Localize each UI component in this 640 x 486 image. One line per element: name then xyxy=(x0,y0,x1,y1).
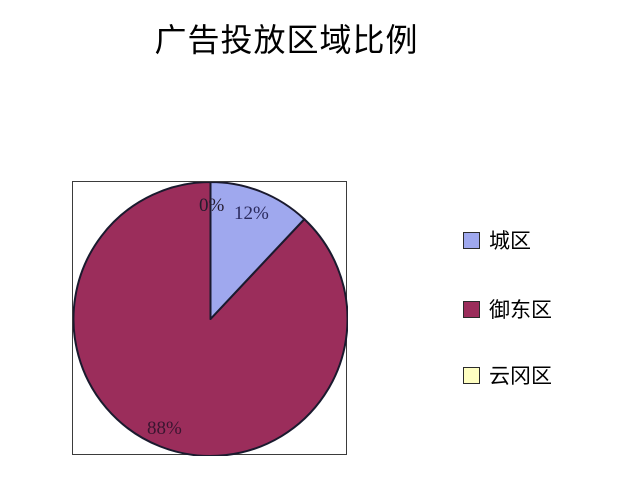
svg-text:88%: 88% xyxy=(147,418,182,439)
svg-text:0%: 0% xyxy=(199,195,225,216)
svg-text:12%: 12% xyxy=(234,203,269,224)
